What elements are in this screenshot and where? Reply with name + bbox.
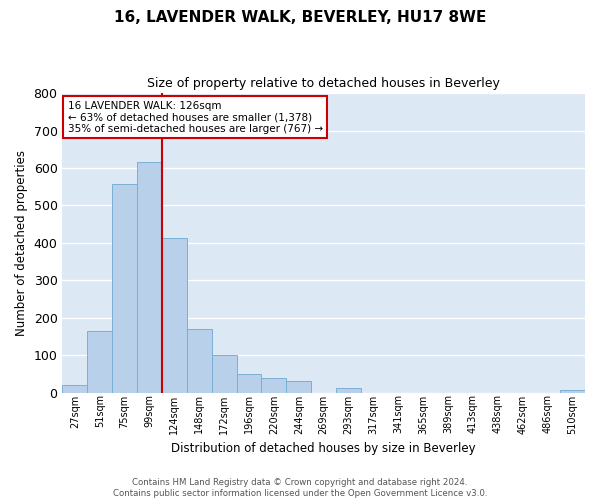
Bar [560, 390, 585, 393]
Title: Size of property relative to detached houses in Beverley: Size of property relative to detached ho… [147, 78, 500, 90]
Bar [212, 356, 236, 393]
Text: 16, LAVENDER WALK, BEVERLEY, HU17 8WE: 16, LAVENDER WALK, BEVERLEY, HU17 8WE [114, 10, 486, 25]
Bar [187, 329, 212, 393]
X-axis label: Distribution of detached houses by size in Beverley: Distribution of detached houses by size … [172, 442, 476, 455]
Y-axis label: Number of detached properties: Number of detached properties [15, 150, 28, 336]
Bar [286, 380, 311, 393]
Bar [88, 331, 112, 393]
Bar [262, 378, 286, 393]
Bar [137, 162, 162, 393]
Bar [62, 386, 88, 393]
Bar [112, 184, 137, 393]
Bar [236, 374, 262, 393]
Bar [162, 238, 187, 393]
Text: Contains HM Land Registry data © Crown copyright and database right 2024.
Contai: Contains HM Land Registry data © Crown c… [113, 478, 487, 498]
Text: 16 LAVENDER WALK: 126sqm
← 63% of detached houses are smaller (1,378)
35% of sem: 16 LAVENDER WALK: 126sqm ← 63% of detach… [68, 100, 323, 134]
Bar [336, 388, 361, 393]
